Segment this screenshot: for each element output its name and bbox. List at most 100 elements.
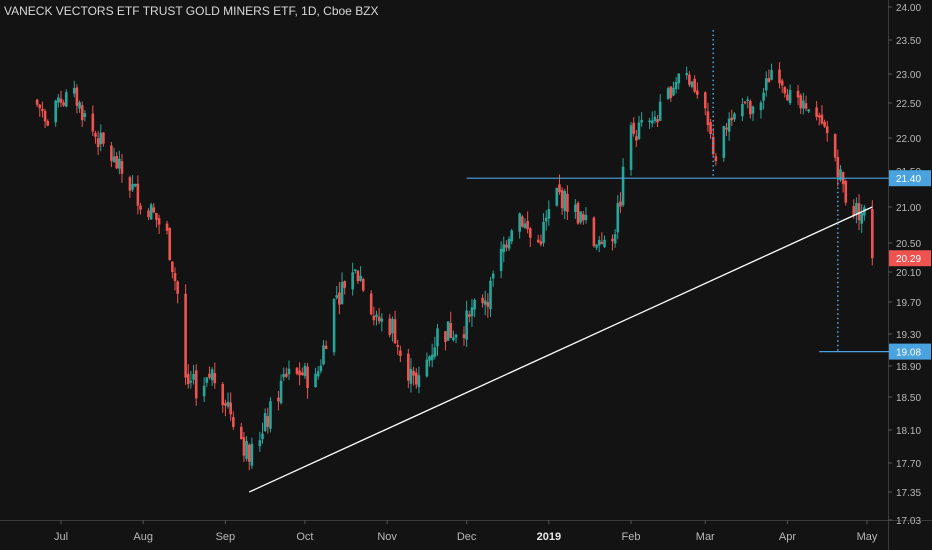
candle-body (213, 373, 217, 384)
candle-body (202, 385, 206, 397)
y-tick-label: 17.03 (896, 516, 921, 527)
candle-body (41, 108, 44, 111)
candle-body (481, 297, 484, 304)
candle-body (759, 102, 763, 111)
candle-body (658, 101, 662, 121)
candle-body (672, 87, 675, 96)
candle-body (592, 217, 596, 246)
candle-body (796, 90, 800, 98)
candle-body (542, 221, 545, 243)
candle-body (232, 417, 235, 427)
x-tick-label: Feb (622, 531, 641, 543)
candle-body (611, 238, 614, 242)
y-tick-label: 19.70 (896, 298, 921, 309)
candle-body (595, 244, 598, 248)
candle-body (582, 214, 585, 221)
candle-body (316, 371, 320, 377)
candle-body (46, 121, 50, 126)
x-tick-label: Aug (133, 531, 153, 543)
candle-body (820, 114, 824, 124)
candle-body (600, 241, 604, 244)
candle-body (762, 92, 765, 101)
candle-body (57, 97, 60, 103)
candle-body (619, 201, 622, 207)
candle-body (399, 350, 402, 356)
y-tick-label: 22.50 (896, 99, 921, 110)
candle-body (844, 180, 848, 203)
candle-body (852, 206, 856, 216)
candle-body (444, 331, 447, 342)
x-tick-label: May (857, 531, 878, 543)
candle-body (340, 281, 344, 305)
candle-body (112, 156, 116, 163)
candle-body (674, 82, 678, 89)
candle-body (468, 314, 471, 317)
candle-body (823, 121, 826, 127)
candle-body (391, 318, 394, 334)
x-tick-label: Jul (54, 531, 68, 543)
x-tick-label: Sep (216, 531, 236, 543)
candle-body (449, 323, 453, 339)
candle-body (83, 113, 87, 117)
candle-body (295, 367, 299, 374)
candle-body (815, 107, 818, 117)
candle-body (359, 275, 362, 281)
candle-body (632, 122, 635, 134)
candle-body (54, 100, 57, 123)
candle-body (279, 380, 283, 404)
candle-body (65, 92, 68, 107)
candle-body (314, 373, 317, 388)
candle-body (783, 87, 787, 94)
candle-body (597, 239, 601, 246)
candle-body (786, 94, 789, 101)
candle-body (725, 127, 728, 130)
candle-body (629, 125, 633, 170)
candle-body (764, 78, 768, 91)
candle-body (133, 183, 137, 187)
candle-body (361, 278, 365, 291)
candle-body (332, 299, 336, 353)
candle-body (303, 365, 307, 377)
candle-body (353, 269, 357, 271)
price-label-badge (889, 170, 931, 187)
candle-body (377, 316, 381, 322)
candle-body (637, 122, 641, 139)
candle-body (245, 440, 248, 459)
candle-body (751, 106, 755, 114)
candle-body (510, 230, 514, 242)
candle-body (677, 73, 681, 84)
candle-body (518, 213, 521, 232)
candle-body (412, 370, 415, 376)
candle-body (115, 155, 118, 169)
candle-body (351, 272, 354, 290)
candle-body (128, 177, 132, 191)
candle-body (258, 440, 262, 447)
candle-body (91, 113, 95, 132)
candle-body (727, 118, 731, 132)
candle-body (560, 190, 564, 209)
chart-title: VANECK VECTORS ETF TRUST GOLD MINERS ETF… (4, 4, 379, 18)
x-tick-label: Dec (457, 531, 477, 543)
candle-body (491, 273, 495, 279)
candle-body (343, 281, 346, 288)
candle-body (407, 353, 410, 381)
candle-body (99, 132, 103, 145)
candle-body (239, 426, 243, 440)
candle-body (690, 81, 694, 87)
candle-body (833, 134, 837, 158)
candle-body (152, 207, 156, 213)
candle-body (210, 369, 214, 381)
trend-line[interactable] (248, 206, 873, 493)
candle-body (168, 228, 172, 261)
candle-body (282, 374, 286, 378)
candle-body (277, 397, 280, 402)
candle-body (857, 203, 861, 221)
candle-body (38, 104, 42, 109)
candle-body (616, 203, 620, 233)
candle-body (388, 318, 392, 335)
y-tick-label: 23.50 (896, 36, 921, 47)
candle-body (242, 437, 246, 456)
candle-body (799, 95, 803, 109)
candle-body (192, 373, 195, 380)
